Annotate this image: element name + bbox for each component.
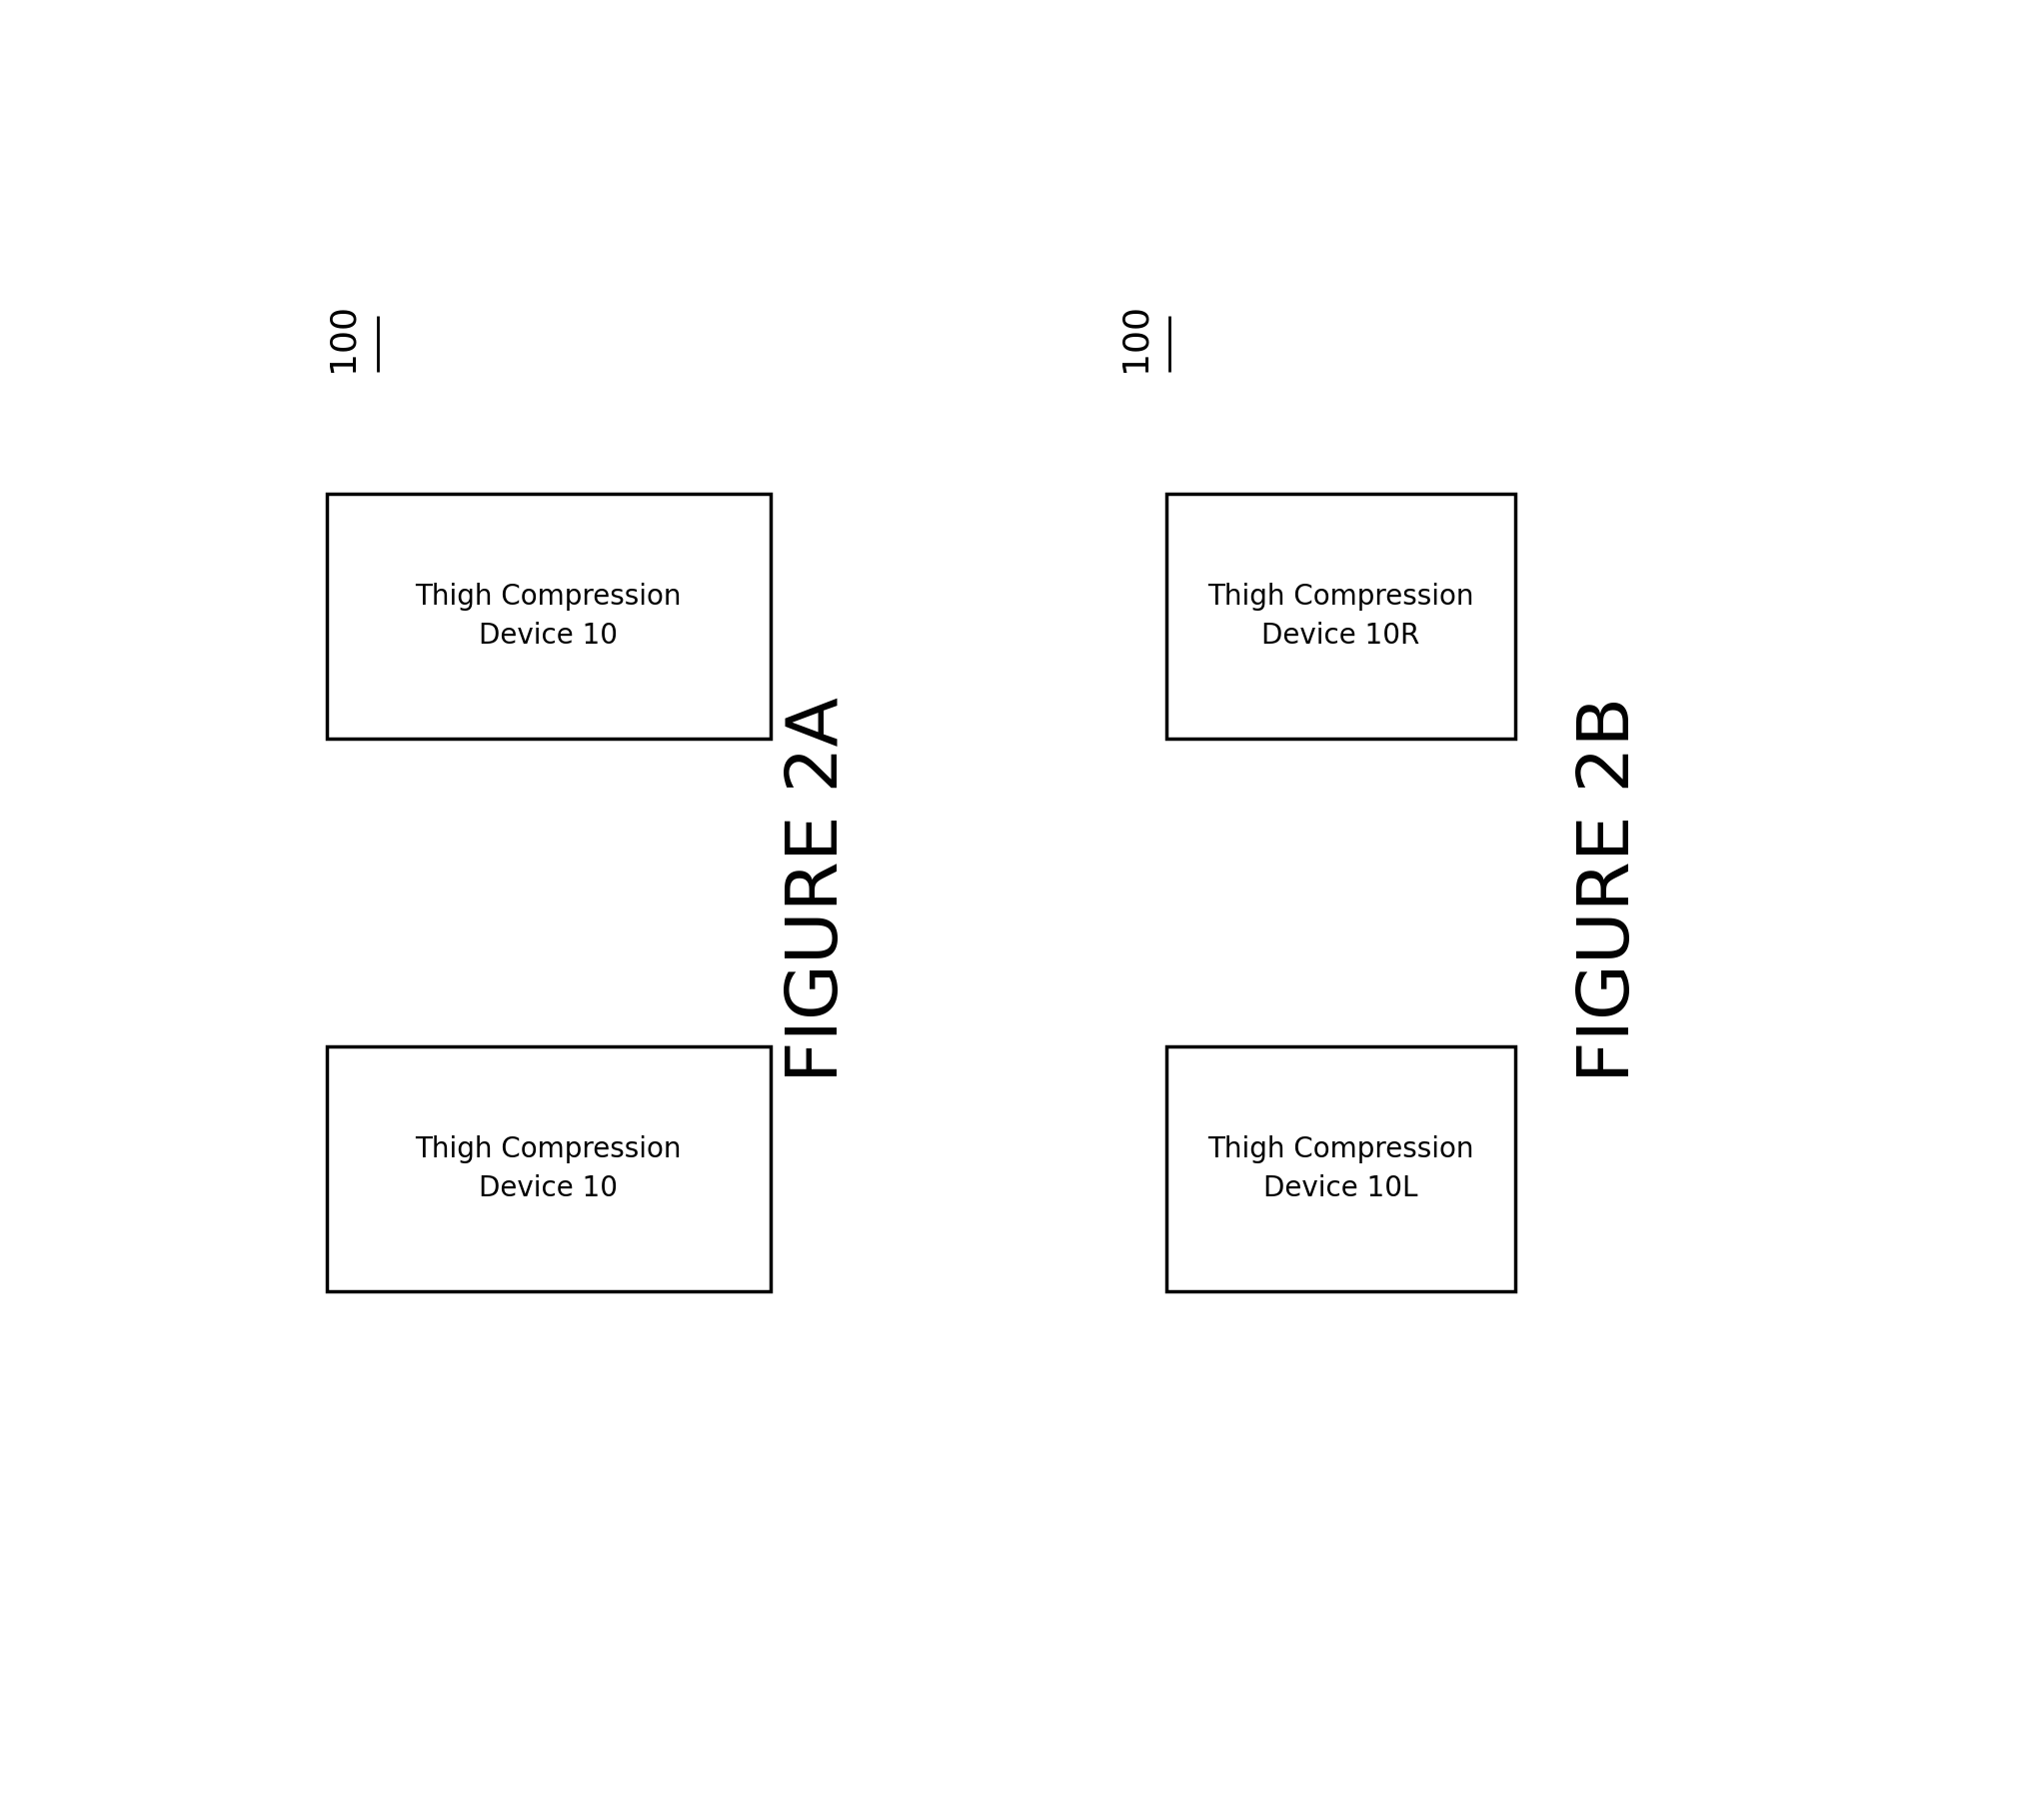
Text: FIGURE 2A: FIGURE 2A <box>783 696 852 1082</box>
Text: Thigh Compression
Device 10R: Thigh Compression Device 10R <box>1208 583 1474 650</box>
Text: 100: 100 <box>325 303 360 372</box>
Bar <box>1167 1046 1515 1291</box>
Text: Thigh Compression
Device 10: Thigh Compression Device 10 <box>415 583 683 650</box>
Text: Thigh Compression
Device 10: Thigh Compression Device 10 <box>415 1135 683 1202</box>
Bar <box>1167 494 1515 739</box>
Text: Thigh Compression
Device 10L: Thigh Compression Device 10L <box>1208 1135 1474 1202</box>
Bar <box>327 1046 771 1291</box>
Text: 100: 100 <box>1118 303 1151 372</box>
Bar <box>327 494 771 739</box>
Text: FIGURE 2B: FIGURE 2B <box>1576 696 1643 1082</box>
